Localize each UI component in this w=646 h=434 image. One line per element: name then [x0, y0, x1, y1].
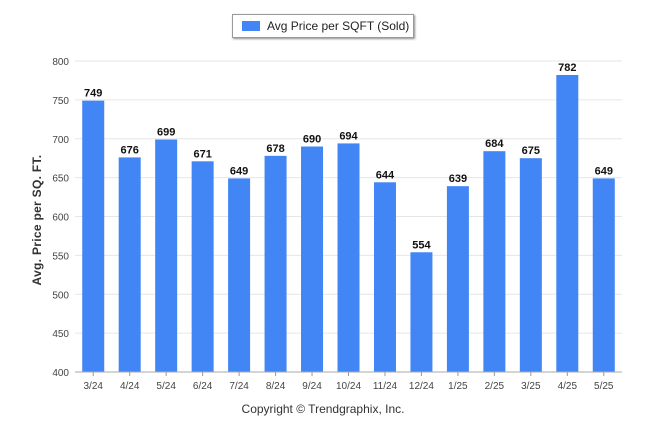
y-tick-label: 650	[52, 174, 69, 185]
x-tick-label: 6/24	[193, 381, 213, 392]
bar-value-label: 554	[412, 239, 431, 251]
y-tick-label: 800	[52, 57, 69, 68]
bar-value-label: 694	[339, 130, 358, 142]
copyright-footer: Copyright © Trendgraphix, Inc.	[241, 402, 405, 416]
bar	[556, 74, 579, 373]
bar-value-label: 644	[376, 169, 395, 181]
x-tick-label: 5/24	[156, 381, 176, 392]
x-tick-label: 10/24	[336, 381, 361, 392]
x-tick-label: 4/25	[558, 381, 578, 392]
bar	[301, 146, 324, 372]
bar	[82, 100, 105, 372]
x-tick-label: 2/25	[485, 381, 505, 392]
bar-value-label: 671	[193, 148, 211, 160]
y-axis-tick-labels: 400 450 500 550 600 650 700 750 800	[52, 57, 69, 379]
bar	[264, 155, 287, 372]
bar	[373, 182, 396, 372]
y-tick-label: 550	[52, 251, 69, 262]
bar-value-label: 676	[121, 144, 139, 156]
bars	[82, 74, 615, 373]
x-tick-label: 4/24	[120, 381, 140, 392]
y-tick-label: 700	[52, 135, 69, 146]
legend[interactable]: Avg Price per SQFT (Sold)	[232, 14, 414, 38]
bar-value-label: 684	[485, 138, 504, 150]
bar	[592, 178, 615, 372]
bar-value-label: 749	[84, 88, 102, 100]
bar	[337, 143, 360, 372]
x-tick-label: 11/24	[373, 381, 398, 392]
x-tick-label: 9/24	[302, 381, 322, 392]
y-tick-label: 450	[52, 329, 69, 340]
bar-value-label: 649	[595, 165, 613, 177]
x-tick-label: 7/24	[229, 381, 249, 392]
bar	[483, 151, 506, 372]
bar-value-labels: 749 676 699 671 649 678 690 694 644 554 639 684 675 7…	[84, 62, 613, 251]
bar	[118, 157, 141, 372]
bar-value-label: 639	[449, 173, 467, 185]
y-tick-label: 600	[52, 213, 69, 224]
y-tick-label: 500	[52, 290, 69, 301]
bar-value-label: 699	[157, 127, 175, 139]
y-tick-label: 400	[52, 368, 69, 379]
bar	[519, 158, 542, 372]
bar-value-label: 678	[266, 143, 284, 155]
bar-value-label: 690	[303, 134, 321, 146]
bar	[446, 186, 469, 372]
x-tick-label: 3/25	[521, 381, 541, 392]
y-tick-label: 750	[52, 96, 69, 107]
bar	[228, 178, 251, 372]
x-tick-label: 5/25	[594, 381, 614, 392]
y-axis-label: Avg. Price per SQ. FT.	[30, 154, 44, 286]
bar	[155, 139, 178, 372]
x-tick-label: 8/24	[266, 381, 286, 392]
bar-value-label: 649	[230, 165, 248, 177]
x-tick-label: 3/24	[83, 381, 103, 392]
x-axis-tick-labels: 3/24 4/24 5/24 6/24 7/24 8/24 9/24 10/24 11/24 12…	[83, 372, 614, 392]
bar	[191, 161, 214, 372]
bar-value-label: 675	[522, 145, 540, 157]
x-tick-label: 12/24	[409, 381, 434, 392]
legend-swatch	[242, 21, 260, 31]
x-tick-label: 1/25	[448, 381, 468, 392]
bar	[410, 252, 433, 372]
bar-value-label: 782	[558, 62, 576, 74]
legend-label: Avg Price per SQFT (Sold)	[267, 19, 410, 33]
